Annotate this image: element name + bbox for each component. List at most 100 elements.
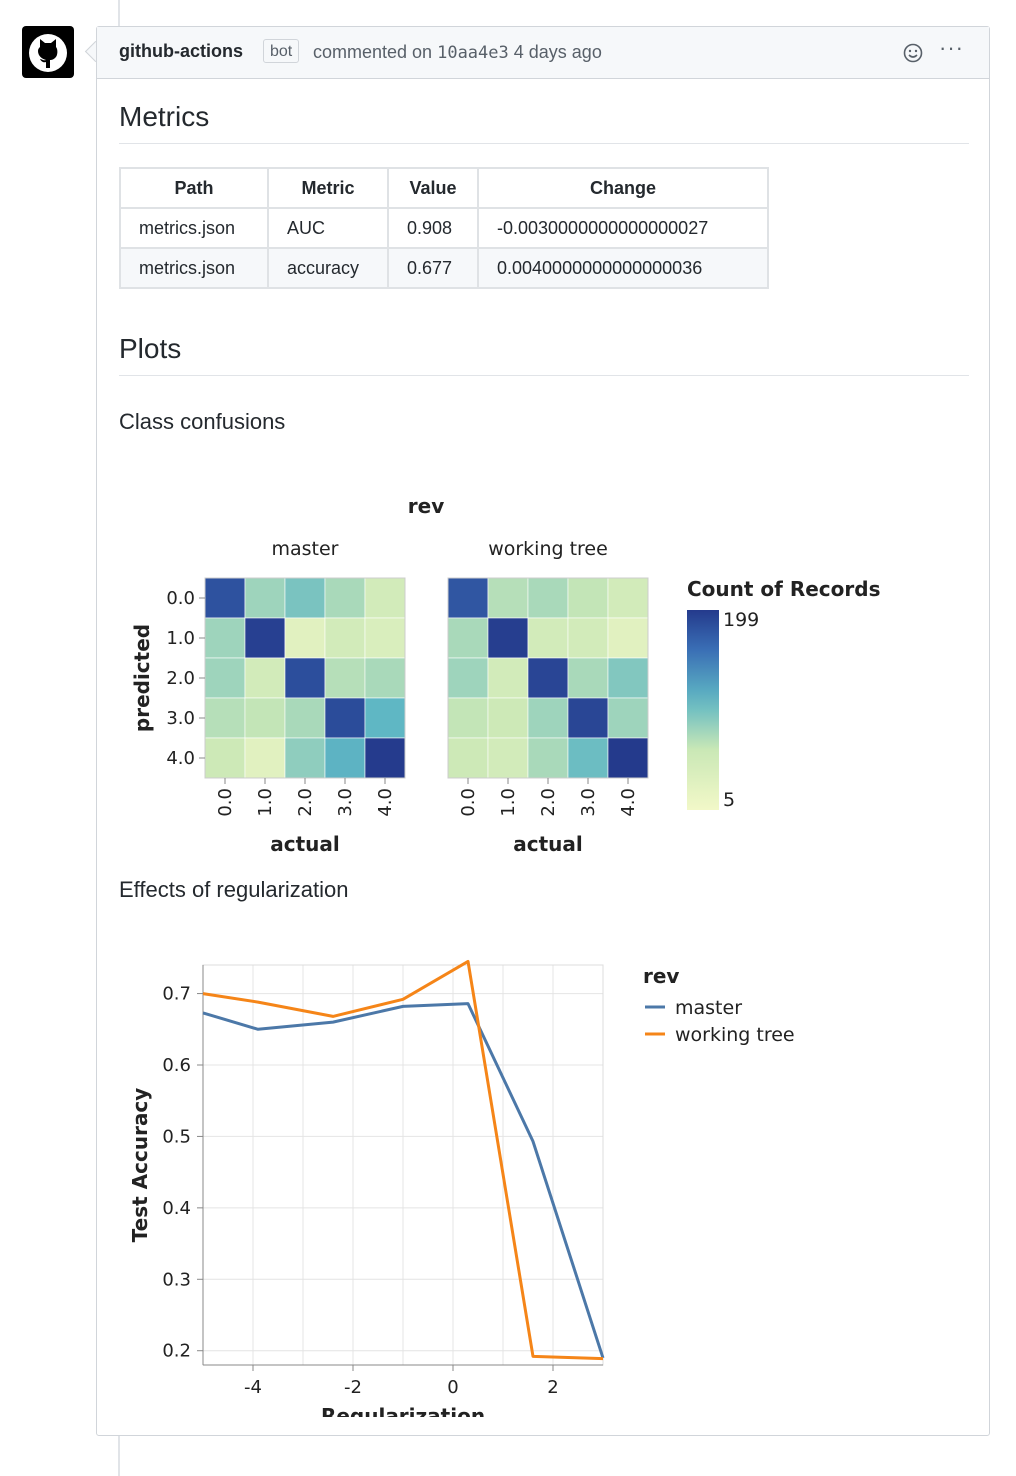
legend-label: master — [675, 997, 742, 1019]
table-cell: accuracy — [267, 247, 389, 289]
heatmap-cell — [244, 657, 286, 699]
heatmap-cell — [607, 617, 649, 659]
series-line-working-tree — [202, 959, 604, 1361]
plots-heading-rule — [119, 375, 969, 376]
heatmap-cell — [284, 577, 326, 619]
heatmap-cell — [567, 617, 609, 659]
y-tick-label: 4.0 — [166, 748, 195, 769]
heatmap-cell — [447, 617, 489, 659]
heatmap-cell — [527, 737, 569, 779]
table-cell: metrics.json — [119, 207, 269, 249]
heatmap-cell — [447, 657, 489, 699]
heatmap-cell — [284, 657, 326, 699]
table-cell: metrics.json — [119, 247, 269, 289]
heatmap-cell — [204, 657, 246, 699]
heatmap-cell — [244, 697, 286, 739]
heatmap-cell — [567, 697, 609, 739]
heatmap-cell — [527, 617, 569, 659]
github-octocat-icon — [29, 34, 67, 72]
heatmap-cell — [244, 577, 286, 619]
heatmap-cell — [607, 697, 649, 739]
heatmap-cell — [284, 617, 326, 659]
x-tick-label: 0.0 — [458, 788, 479, 817]
comment-meta: commented on 10aa4e3 4 days ago — [313, 42, 602, 63]
comment-time[interactable]: 4 days ago — [513, 42, 602, 62]
y-tick-label: 2.0 — [166, 668, 195, 689]
heatmap-cell — [447, 697, 489, 739]
heatmap-cell — [364, 697, 406, 739]
heatmap-cell — [487, 617, 529, 659]
author-link[interactable]: github-actions — [119, 41, 243, 61]
x-tick-label: 2.0 — [295, 788, 316, 817]
heatmap-cell — [244, 737, 286, 779]
x-tick-label: 0 — [447, 1377, 458, 1398]
heatmap-cell — [567, 737, 609, 779]
column-header: Value — [387, 167, 479, 209]
x-axis-title: actual — [513, 832, 583, 856]
x-tick-label: 4.0 — [375, 788, 396, 817]
x-tick-label: 2.0 — [538, 788, 559, 817]
y-tick-label: 0.0 — [166, 588, 195, 609]
regularization-chart: 0.2 0.3 0.4 0.5 0.6 0.7 -4 -2 0 2 Regularization Te… — [128, 959, 795, 1417]
smiley-icon[interactable] — [903, 43, 923, 63]
heatmap-cell — [607, 577, 649, 619]
heatmap-cell — [204, 617, 246, 659]
x-tick-label: 3.0 — [578, 788, 599, 817]
x-tick-label: 0.0 — [215, 788, 236, 817]
facet-label: working tree — [488, 538, 608, 560]
confusion-chart: rev master 0.0 1.0 2.0 3.0 4.0 actual working tr… — [130, 494, 880, 856]
legend-label: working tree — [675, 1024, 795, 1046]
y-tick-label: 0.4 — [162, 1198, 191, 1219]
comment-action: commented on — [313, 42, 433, 62]
kebab-horizontal-icon[interactable]: ··· — [939, 35, 964, 60]
x-tick-label: 1.0 — [255, 788, 276, 817]
column-header: Change — [477, 167, 769, 209]
table-cell: AUC — [267, 207, 389, 249]
x-tick-label: -2 — [344, 1377, 362, 1398]
heatmap-cell — [364, 737, 406, 779]
heatmap-cell — [324, 697, 366, 739]
heatmap-cell — [204, 577, 246, 619]
x-tick-label: 4.0 — [618, 788, 639, 817]
table-cell: 0.0040000000000000036 — [477, 247, 769, 289]
heatmap-cell — [284, 697, 326, 739]
table-cell: 0.908 — [387, 207, 479, 249]
column-header: Path — [119, 167, 269, 209]
heatmap-cell — [324, 737, 366, 779]
legend-ramp — [687, 610, 719, 810]
comment-box: github-actions bot commented on 10aa4e3 … — [96, 26, 990, 1436]
x-tick-label: 3.0 — [335, 788, 356, 817]
heatmap-cell — [487, 697, 529, 739]
y-tick-label: 0.7 — [162, 984, 191, 1005]
legend-title: Count of Records — [687, 577, 880, 601]
table-header-row: Path Metric Value Change — [119, 167, 769, 209]
heatmap-cell — [204, 697, 246, 739]
avatar[interactable] — [22, 26, 74, 78]
y-axis-title: Test Accuracy — [128, 1088, 152, 1243]
heatmap-cell — [527, 577, 569, 619]
heatmap-cell — [527, 697, 569, 739]
series-line-master — [202, 1002, 605, 1359]
table-row: metrics.json accuracy 0.677 0.0040000000… — [119, 247, 769, 289]
y-tick-label: 0.3 — [162, 1269, 191, 1290]
legend-title: rev — [643, 964, 679, 988]
commit-link[interactable]: 10aa4e3 — [437, 43, 509, 63]
confusion-heading: Class confusions — [119, 409, 286, 434]
y-tick-label: 0.5 — [162, 1126, 191, 1147]
bot-badge: bot — [263, 39, 300, 63]
metrics-heading: Metrics — [119, 101, 210, 132]
heatmap-cell — [567, 577, 609, 619]
heatmap-cell — [324, 617, 366, 659]
heatmap-cell — [447, 737, 489, 779]
heatmap-cell — [324, 577, 366, 619]
column-header: Metric — [267, 167, 389, 209]
y-tick-label: 1.0 — [166, 628, 195, 649]
heatmap-cell — [527, 657, 569, 699]
heatmap-cell — [204, 737, 246, 779]
heatmap-cell — [487, 577, 529, 619]
heatmap-cell — [244, 617, 286, 659]
heatmap-cell — [364, 577, 406, 619]
x-tick-label: 2 — [547, 1377, 558, 1398]
facet-title: rev — [408, 494, 444, 518]
y-tick-label: 3.0 — [166, 708, 195, 729]
